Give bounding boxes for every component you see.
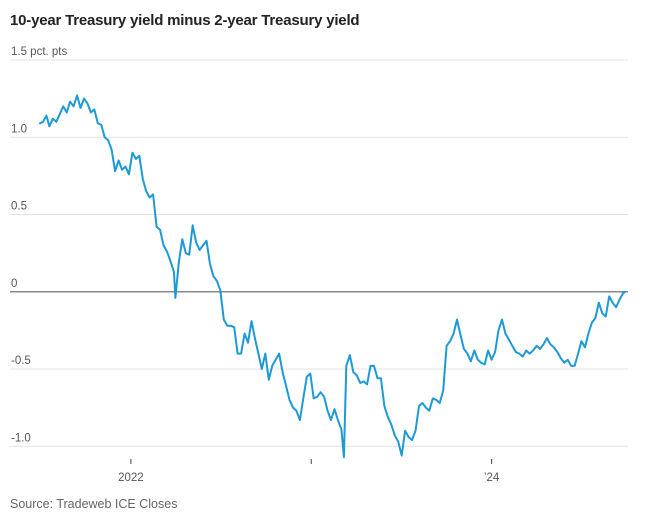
y-tick-label: 0	[11, 278, 17, 290]
y-tick-label: -0.5	[11, 355, 31, 367]
y-tick-label: -1.0	[11, 432, 31, 444]
y-axis-labels: 1.5 pct. pts 1.0 0.5 0 -0.5 -1.0	[11, 46, 68, 444]
source-note: Source: Tradeweb ICE Closes	[10, 497, 178, 511]
grid-layer	[10, 59, 628, 447]
x-axis: 2022 ’24	[118, 459, 500, 484]
x-tick-label: 2022	[118, 472, 144, 484]
chart-title: 10-year Treasury yield minus 2-year Trea…	[10, 12, 360, 29]
y-tick-label: 1.5 pct. pts	[11, 46, 68, 58]
series-line	[39, 94, 626, 459]
y-tick-label: 0.5	[11, 201, 27, 213]
series-layer	[39, 94, 626, 459]
y-tick-label: 1.0	[11, 123, 27, 135]
x-tick-label: ’24	[484, 472, 500, 484]
